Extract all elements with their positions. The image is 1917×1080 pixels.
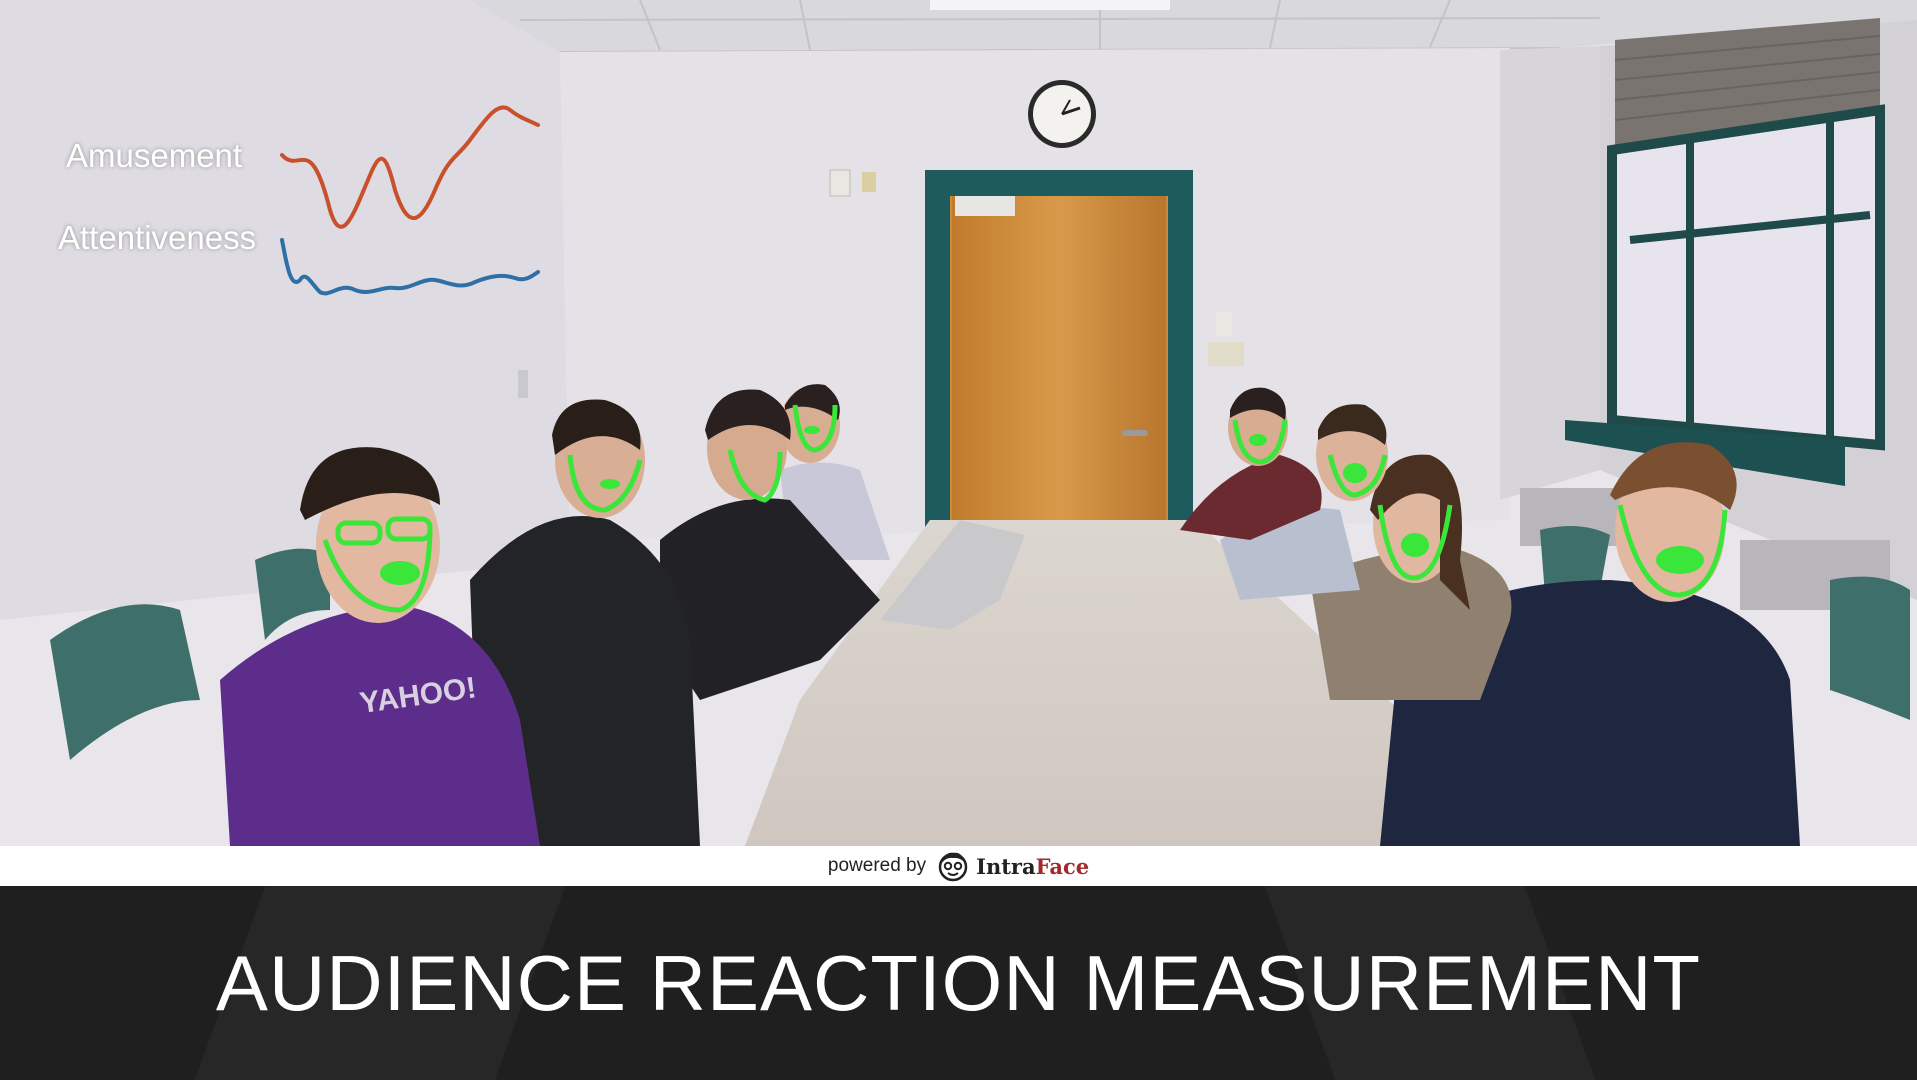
attentiveness-line bbox=[280, 238, 540, 296]
powered-by-strip: powered by IntraFace bbox=[0, 846, 1917, 886]
powered-by-text: powered by bbox=[827, 855, 927, 876]
brand-face-text: Face bbox=[1035, 853, 1090, 879]
reaction-chart bbox=[280, 105, 540, 296]
brand-intra-text: Intra bbox=[976, 853, 1036, 879]
attentiveness-label: Attentiveness bbox=[58, 219, 257, 256]
video-frame: YAHOO! Amusement Attentiveness bbox=[0, 0, 1917, 846]
face-tracking-mouths bbox=[380, 426, 1704, 585]
caption-bar: AUDIENCE REACTION MEASUREMENT bbox=[0, 886, 1917, 1080]
amusement-label: Amusement bbox=[66, 137, 243, 174]
face-tracking-overlay bbox=[322, 404, 1728, 613]
audience-members bbox=[220, 384, 1800, 846]
intraface-brand: IntraFace bbox=[976, 854, 1089, 879]
caption-title: AUDIENCE REACTION MEASUREMENT bbox=[215, 938, 1702, 1027]
amusement-line bbox=[280, 105, 540, 229]
conference-room-scene: YAHOO! bbox=[50, 0, 1917, 846]
intraface-logo-icon bbox=[938, 852, 968, 882]
